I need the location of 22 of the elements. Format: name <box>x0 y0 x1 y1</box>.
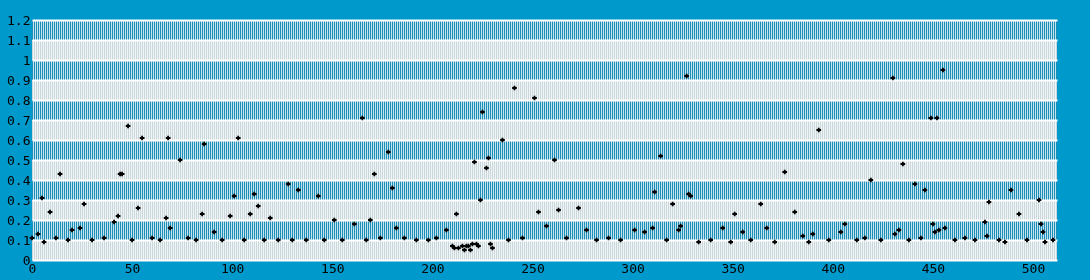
y-tick-label: 0.9 <box>7 72 31 88</box>
y-tick-label: 0.7 <box>7 112 31 128</box>
x-tick-label: 500 <box>1021 260 1046 276</box>
y-tick-label: 1.1 <box>7 32 31 48</box>
y-tick-label: 0.3 <box>7 192 31 208</box>
x-tick-label: 300 <box>621 260 645 276</box>
x-tick-label: 450 <box>921 260 946 276</box>
x-tick-label: 200 <box>421 260 445 276</box>
x-tick-label: 250 <box>521 260 545 276</box>
y-tick-label: 0.6 <box>7 132 31 148</box>
y-tick-label: 0.4 <box>7 172 31 188</box>
x-tick-label: 100 <box>220 260 245 276</box>
y-tick-label: 1 <box>22 52 31 68</box>
y-tick-label: 1.2 <box>7 12 31 28</box>
x-tick-label: 50 <box>124 260 141 276</box>
y-tick-label: 0.2 <box>7 212 31 228</box>
x-tick-label: 150 <box>321 260 345 276</box>
y-tick-label: 0.1 <box>7 232 31 248</box>
x-tick-label: 350 <box>721 260 745 276</box>
y-tick-label: 0.8 <box>7 92 31 108</box>
y-tick-label: 0.5 <box>7 152 31 168</box>
x-tick-label: 400 <box>821 260 846 276</box>
